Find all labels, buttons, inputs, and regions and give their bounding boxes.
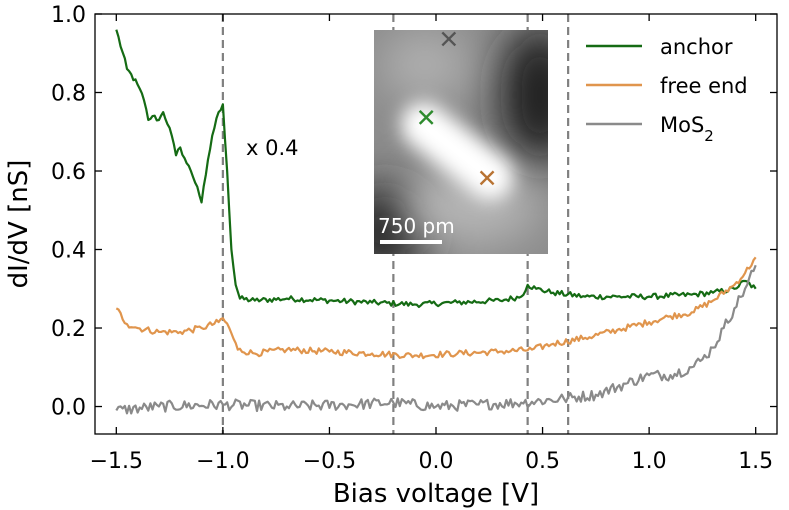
- x-tick-label-5: 1.0: [632, 449, 667, 474]
- y-tick-label-1: 0.2: [51, 317, 86, 342]
- inset-scalebar-label: 750 pm: [378, 214, 455, 238]
- y-tick-label-2: 0.4: [51, 239, 86, 264]
- inset-dark-region-right: [500, 30, 548, 165]
- x-tick-label-1: −1.0: [196, 449, 249, 474]
- x-tick-label-6: 1.5: [738, 449, 773, 474]
- inset-markers: [418, 31, 495, 186]
- axis-ticks: [95, 13, 777, 434]
- series-line-0: [115, 29, 757, 309]
- x-tick-label-0: −1.5: [90, 449, 143, 474]
- legend-label-2: MoS2: [660, 113, 714, 145]
- y-tick-label-3: 0.6: [51, 160, 86, 185]
- inset-marker-2: [479, 170, 495, 186]
- series-line-1: [115, 256, 757, 360]
- legend: anchor free end MoS2: [586, 35, 748, 145]
- y-tick-label-5: 1.0: [51, 3, 86, 28]
- inset-light-region-top: [380, 30, 470, 100]
- x-tick-label-2: −0.5: [303, 449, 356, 474]
- series-line-2: [115, 264, 757, 415]
- x-tick-label-3: 0.0: [419, 449, 454, 474]
- inset-marker-1: [418, 110, 434, 125]
- x-axis-title: Bias voltage [V]: [333, 479, 539, 509]
- y-axis-title: dI/dV [nS]: [4, 160, 34, 289]
- y-tick-label-0: 0.0: [51, 396, 86, 421]
- inset-marker-0: [441, 31, 457, 47]
- legend-label-0: anchor: [660, 35, 733, 59]
- stm-inset-image: 750 pm: [374, 30, 548, 254]
- inset-scalebar: [380, 240, 442, 244]
- axis-tick-labels: −1.5 −1.0 −0.5 0.0 0.5 1.0 1.5 0.0 0.2 0.4 0.6 0.8 1…: [51, 3, 773, 474]
- y-tick-label-4: 0.8: [51, 82, 86, 107]
- x-tick-label-4: 0.5: [525, 449, 560, 474]
- series-layer: [115, 29, 757, 415]
- scale-factor-annotation: x 0.4: [246, 136, 299, 160]
- legend-label-1: free end: [660, 74, 748, 98]
